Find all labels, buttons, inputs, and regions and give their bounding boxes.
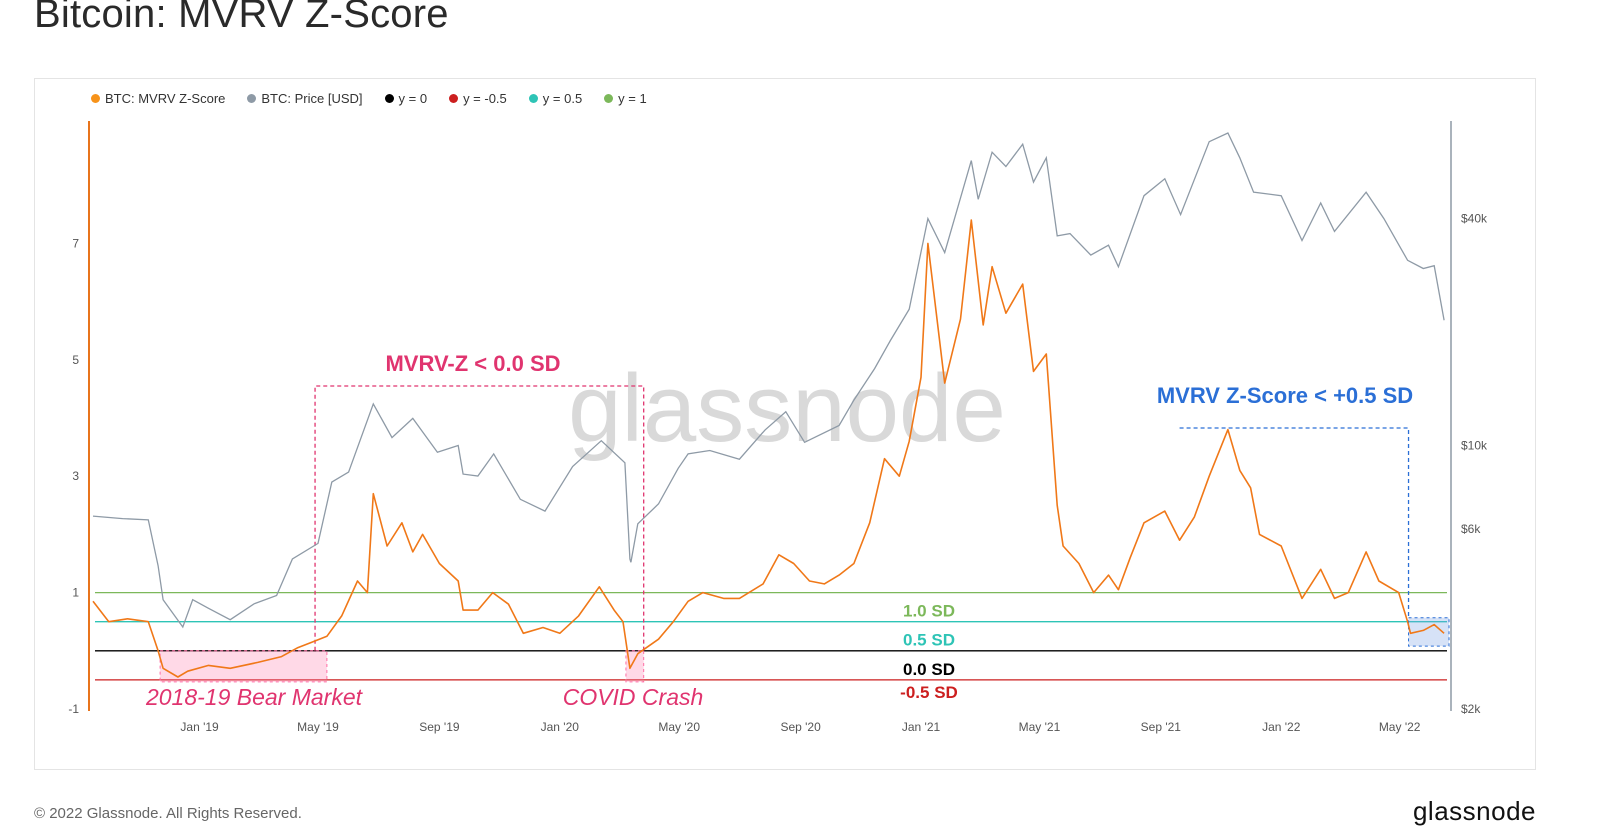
sd-label: -0.5 SD <box>900 683 958 702</box>
x-tick-label: May '19 <box>297 720 339 734</box>
legend-label: y = 0 <box>398 91 428 106</box>
legend-item[interactable]: BTC: MVRV Z-Score <box>91 91 225 106</box>
legend-label: y = -0.5 <box>463 91 507 106</box>
sd-label: 0.5 SD <box>903 631 955 650</box>
x-tick-label: May '20 <box>658 720 700 734</box>
mvrv-chart: glassnode -1 1 3 5 7 $2k $6k $10k $40k Jan '19 May … <box>68 121 1488 734</box>
y-right-tick-label: $10k <box>1461 439 1488 453</box>
legend-item[interactable]: y = 1 <box>604 91 647 106</box>
x-tick-label: Jan '19 <box>180 720 219 734</box>
legend-label: BTC: MVRV Z-Score <box>105 91 226 106</box>
mvrv-below-zero-label: MVRV-Z < 0.0 SD <box>385 351 560 376</box>
bear-market-zone <box>159 650 328 683</box>
x-tick-label: Jan '22 <box>1262 720 1301 734</box>
y-right-tick-label: $40k <box>1461 212 1488 226</box>
watermark-text: glassnode <box>568 355 1006 462</box>
chart-card: BTC: MVRV Z-Score BTC: Price [USD] y = 0 y … <box>34 78 1536 770</box>
legend-label: y = 1 <box>618 91 647 106</box>
covid-crash-label: COVID Crash <box>563 684 704 710</box>
legend-dot-icon <box>91 94 100 103</box>
chart-legend: BTC: MVRV Z-Score BTC: Price [USD] y = 0 y … <box>91 91 647 106</box>
legend-dot-icon <box>384 94 394 103</box>
mvrv-below-zero-bracket <box>314 385 645 651</box>
price-series-line <box>92 132 1445 629</box>
legend-dot-icon <box>604 94 614 103</box>
legend-item[interactable]: y = -0.5 <box>449 91 507 106</box>
legend-item[interactable]: y = 0.5 <box>528 91 583 106</box>
x-tick-label: Sep '19 <box>419 720 460 734</box>
y-left-tick-label: -1 <box>68 702 79 716</box>
x-tick-label: Jan '21 <box>902 720 941 734</box>
mvrv-below-half-bracket <box>1179 427 1410 618</box>
legend-dot-icon <box>528 94 538 103</box>
legend-label: BTC: Price [USD] <box>261 91 363 106</box>
y-left-tick-label: 5 <box>72 353 79 367</box>
y-left-tick-label: 3 <box>72 469 79 483</box>
y-left-tick-label: 7 <box>72 236 79 250</box>
mvrv-series-line <box>92 219 1445 678</box>
x-tick-label: May '22 <box>1379 720 1421 734</box>
x-tick-label: Sep '21 <box>1141 720 1182 734</box>
mvrv-below-half-label: MVRV Z-Score < +0.5 SD <box>1157 383 1413 408</box>
x-tick-label: May '21 <box>1019 720 1061 734</box>
y-right-tick-label: $2k <box>1461 702 1481 716</box>
y-left-tick-label: 1 <box>72 586 79 600</box>
bear-market-label: 2018-19 Bear Market <box>145 684 364 710</box>
sd-label: 0.0 SD <box>903 660 955 679</box>
y-right-tick-label: $6k <box>1461 522 1481 536</box>
x-tick-label: Jan '20 <box>541 720 580 734</box>
glassnode-logo: glassnode <box>1412 796 1536 826</box>
sd-label: 1.0 SD <box>903 602 955 621</box>
copyright-text: © 2022 Glassnode. All Rights Reserved. <box>34 805 302 822</box>
page-title: Bitcoin: MVRV Z-Score <box>34 0 449 36</box>
x-tick-label: Sep '20 <box>780 720 821 734</box>
legend-item[interactable]: y = 0 <box>384 91 428 106</box>
legend-label: y = 0.5 <box>542 91 583 106</box>
covid-crash-zone <box>625 650 645 683</box>
legend-dot-icon <box>449 94 459 103</box>
legend-dot-icon <box>247 94 257 103</box>
legend-item[interactable]: BTC: Price [USD] <box>247 91 363 106</box>
